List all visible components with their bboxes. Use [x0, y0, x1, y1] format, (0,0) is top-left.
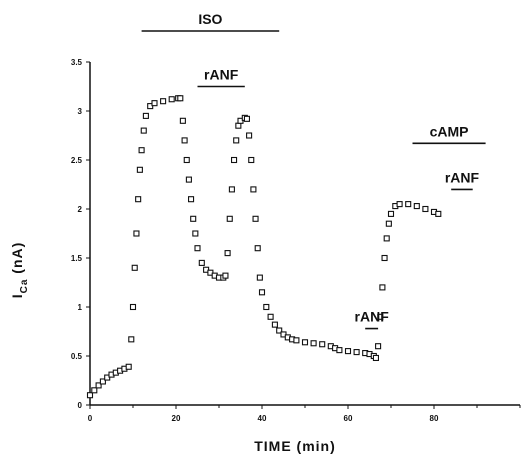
data-point: [385, 220, 392, 227]
data-point: [252, 215, 259, 222]
data-point: [135, 196, 142, 203]
data-point: [183, 156, 190, 164]
data-point: [258, 289, 266, 296]
x-tick-label: 80: [430, 414, 439, 423]
y-axis-label-unit: (nA): [9, 242, 25, 274]
data-point: [190, 215, 197, 222]
data-point: [377, 313, 384, 320]
data-point: [235, 122, 242, 129]
data-point: [140, 127, 147, 134]
data-point: [246, 132, 253, 139]
y-axis-label-main: I: [9, 293, 25, 298]
data-point: [228, 186, 235, 193]
x-tick-label: 20: [172, 414, 181, 423]
data-point: [383, 235, 390, 242]
data-point: [99, 378, 106, 385]
data-point: [319, 341, 326, 348]
treatment-bar-label: rANF: [355, 309, 390, 325]
data-point: [136, 166, 143, 173]
data-point: [192, 230, 199, 237]
data-point: [188, 196, 195, 203]
data-point: [222, 272, 229, 279]
data-point: [198, 259, 205, 266]
data-point: [263, 303, 270, 311]
y-tick-label: 3: [78, 107, 83, 116]
data-point: [413, 203, 420, 210]
data-point: [133, 230, 140, 237]
data-point: [181, 137, 188, 144]
data-point: [276, 327, 283, 334]
y-axis-label-sub: Ca: [19, 279, 30, 294]
data-point: [86, 392, 94, 399]
data-point: [422, 205, 429, 213]
data-point: [179, 117, 186, 124]
data-point: [256, 274, 263, 281]
data-point: [138, 147, 145, 154]
data-point: [226, 215, 233, 222]
data-point: [243, 115, 250, 122]
data-point: [177, 95, 184, 102]
data-point: [435, 210, 442, 217]
data-point: [231, 156, 238, 164]
axes: 0 0.5 1 1.5 2 2.5 3 3.5 0 20 40 60 80: [71, 58, 521, 423]
data-point: [91, 387, 98, 394]
data-point: [344, 348, 352, 355]
data-point: [248, 156, 255, 164]
data-point: [128, 336, 135, 343]
data-point: [267, 313, 274, 320]
treatment-bar-label: rANF: [204, 67, 239, 83]
data-point: [131, 264, 138, 271]
data-point: [310, 340, 317, 347]
y-tick-label: 0: [78, 401, 83, 410]
x-tick-label: 40: [258, 414, 267, 423]
svg-text:ICa (nA): ICa (nA): [9, 242, 30, 299]
data-point: [293, 337, 300, 344]
y-tick-label: 1.5: [71, 254, 83, 263]
x-axis-label: TIME (min): [254, 438, 336, 454]
data-point: [160, 98, 167, 105]
data-point: [185, 176, 192, 183]
data-point: [396, 201, 403, 208]
data-point: [142, 112, 149, 119]
treatment-bar-label: rANF: [445, 169, 480, 185]
data-point: [375, 343, 382, 350]
y-tick-label: 3.5: [71, 58, 83, 67]
x-tick-label: 0: [88, 414, 93, 423]
data-point: [168, 96, 175, 103]
y-axis-label: ICa (nA): [9, 242, 30, 299]
x-tick-label: 60: [344, 414, 353, 423]
y-tick-label: 1: [78, 303, 83, 312]
treatment-bars: ISO rANF rANF cAMP rANF: [141, 11, 486, 330]
data-point: [129, 303, 137, 311]
y-tick-label: 2: [78, 205, 83, 214]
data-point: [271, 321, 278, 328]
data-point: [233, 137, 240, 144]
data-point: [405, 201, 412, 208]
data-point: [95, 382, 102, 389]
y-tick-label: 0.5: [71, 352, 83, 361]
data-point: [387, 210, 395, 217]
data-point: [353, 349, 360, 356]
data-point: [125, 363, 132, 370]
data-point: [224, 250, 231, 257]
data-points: [86, 95, 442, 399]
data-point: [301, 339, 309, 346]
data-point: [379, 284, 386, 291]
treatment-bar-label: cAMP: [430, 123, 469, 139]
data-point: [336, 347, 343, 354]
y-tick-label: 2.5: [71, 156, 83, 165]
data-point: [381, 254, 388, 262]
data-point: [194, 245, 201, 252]
data-point: [372, 354, 380, 362]
data-point: [250, 186, 257, 193]
treatment-bar-label: ISO: [198, 11, 222, 27]
data-point: [151, 100, 158, 107]
data-point: [254, 245, 261, 252]
